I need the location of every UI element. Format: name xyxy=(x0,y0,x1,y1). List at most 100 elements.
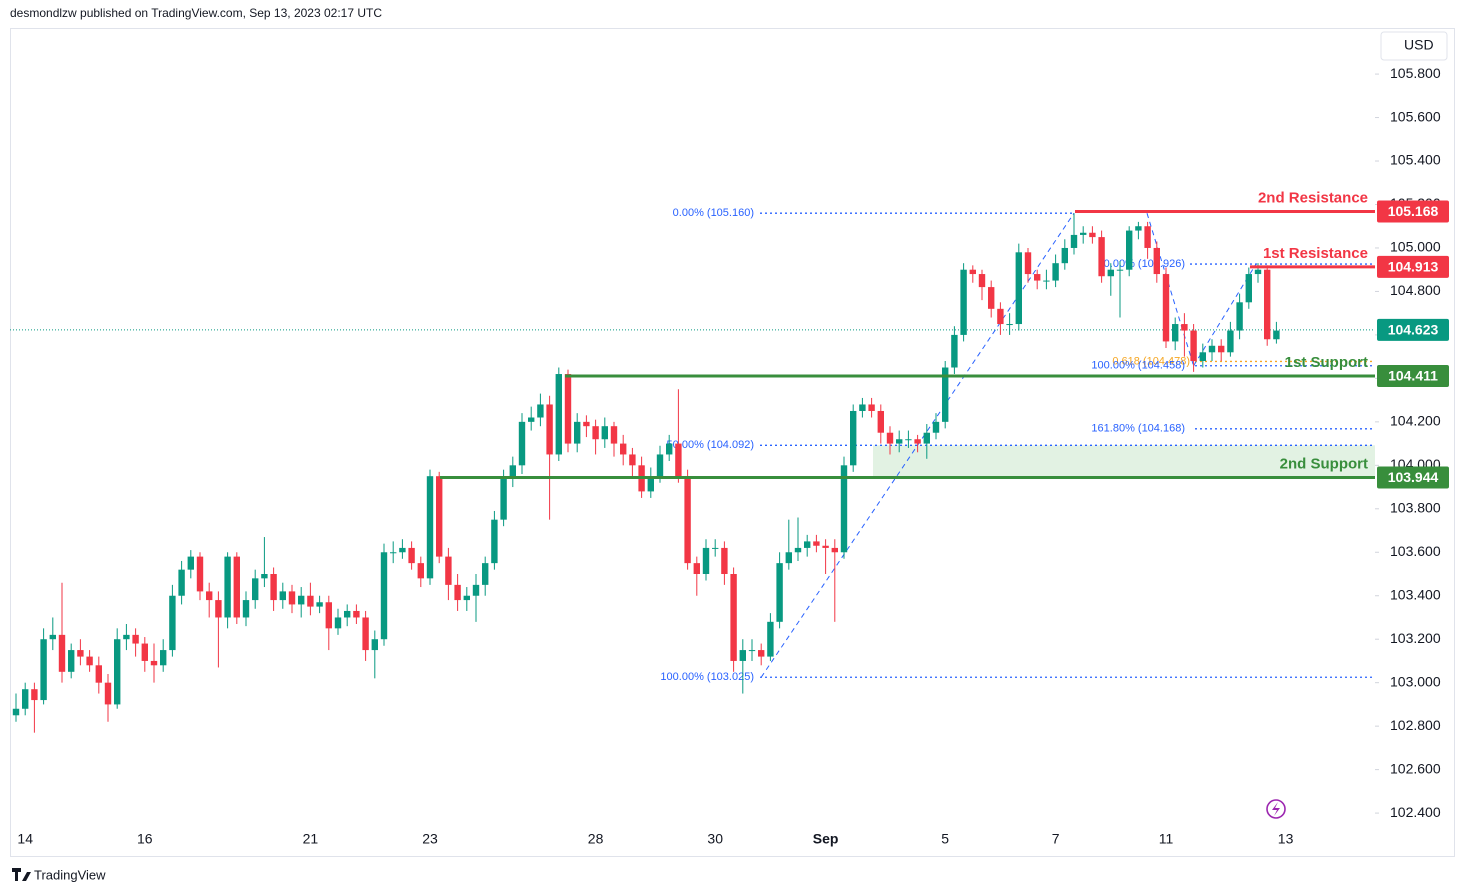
fib-label: 100.00% (103.025) xyxy=(660,671,754,683)
y-tick-label: 102.800 xyxy=(1390,717,1441,733)
candle-body xyxy=(886,432,894,444)
candle-body xyxy=(850,410,857,466)
y-tick-label: 102.600 xyxy=(1390,760,1441,776)
candle-body xyxy=(104,682,112,705)
x-tick-label: 7 xyxy=(1052,831,1060,847)
fib-label: 0.00% (104.926) xyxy=(1104,258,1185,270)
alert-bolt[interactable] xyxy=(1272,802,1280,816)
candle-body xyxy=(1024,252,1032,275)
candle-body xyxy=(141,643,148,661)
alert-icon[interactable] xyxy=(1266,799,1286,819)
candle-body xyxy=(58,634,66,672)
candle-body xyxy=(758,650,765,657)
candle-body xyxy=(1107,269,1114,277)
fib-label: 0.00% (105.160) xyxy=(673,207,754,219)
y-tick-label: 104.200 xyxy=(1390,413,1441,429)
candle-body xyxy=(1080,232,1087,235)
candle-body xyxy=(40,639,47,701)
candle-body xyxy=(344,610,351,618)
candle-body xyxy=(261,574,268,579)
candle-body xyxy=(978,274,986,288)
candle-body xyxy=(868,404,875,411)
candle-body xyxy=(371,639,378,651)
candle-body xyxy=(187,556,194,570)
candle-body xyxy=(1089,232,1096,238)
candle-body xyxy=(242,600,250,618)
y-tick-label: 105.400 xyxy=(1390,152,1441,168)
candle-body xyxy=(923,432,930,444)
level-value: 104.411 xyxy=(1388,368,1438,384)
candle-body xyxy=(1273,330,1280,340)
candle-body xyxy=(675,443,682,477)
candle-body xyxy=(1227,330,1234,353)
candle-body xyxy=(279,591,286,601)
candle-body xyxy=(1236,302,1243,331)
fib-label: 161.80% (104.168) xyxy=(1091,423,1185,435)
y-tick-label: 105.000 xyxy=(1390,239,1441,255)
candle-body xyxy=(620,443,627,455)
candle-body xyxy=(206,591,213,601)
candle-body xyxy=(546,404,553,455)
candle-body xyxy=(1006,324,1013,326)
candle-body xyxy=(334,617,342,629)
candle-body xyxy=(721,547,728,575)
candle-body xyxy=(353,610,360,618)
candle-body xyxy=(564,374,572,444)
currency[interactable]: USD xyxy=(1404,37,1434,53)
candle-body xyxy=(114,639,121,705)
level-value: 104.913 xyxy=(1388,259,1439,275)
candle-body xyxy=(693,563,700,575)
candle-body xyxy=(739,650,746,661)
level-name: 2nd Resistance xyxy=(1258,189,1368,206)
candle-body xyxy=(463,595,470,601)
x-tick-label: 5 xyxy=(941,831,949,847)
candle-body xyxy=(316,602,323,607)
support-zone xyxy=(873,445,1375,478)
candle-body xyxy=(969,269,976,275)
candle-body xyxy=(1116,269,1124,271)
candle-body xyxy=(1218,345,1225,353)
candle-body xyxy=(482,563,489,585)
y-tick-label: 105.600 xyxy=(1390,108,1441,124)
candle-body xyxy=(1162,274,1170,342)
x-tick-label: 28 xyxy=(588,831,604,847)
candle-body xyxy=(436,476,443,557)
candle-body xyxy=(896,439,903,444)
candle-body xyxy=(518,421,526,466)
publish-info: desmondlzw published on TradingView.com,… xyxy=(10,6,382,20)
candle-body xyxy=(592,426,599,440)
candle-body xyxy=(1245,274,1252,303)
candle-body xyxy=(380,552,388,640)
candle-body xyxy=(942,367,949,422)
candle-body xyxy=(454,584,461,601)
candle-body xyxy=(555,374,562,455)
candle-body xyxy=(426,476,434,579)
candle-body xyxy=(160,650,167,666)
y-tick-label: 103.400 xyxy=(1390,586,1441,602)
candle-body xyxy=(537,404,544,418)
candle-body xyxy=(1199,352,1206,361)
candle-body xyxy=(1190,330,1197,361)
level-badge xyxy=(1377,255,1449,278)
candle-body xyxy=(748,650,756,652)
level-name: 2nd Support xyxy=(1280,455,1368,472)
level-name: 1st Resistance xyxy=(1263,245,1368,262)
candle-body xyxy=(610,426,618,444)
candle-body xyxy=(298,595,305,605)
level-badge xyxy=(1377,364,1449,387)
candle-body xyxy=(86,656,93,666)
candle-body xyxy=(77,650,84,657)
candle-body xyxy=(12,708,20,716)
candle-body xyxy=(1172,324,1179,342)
currency-button[interactable] xyxy=(1380,31,1448,61)
x-tick-label: 13 xyxy=(1278,831,1294,847)
alert-circle[interactable] xyxy=(1266,799,1286,819)
y-tick-label: 103.600 xyxy=(1390,543,1441,559)
candle-body xyxy=(813,541,820,546)
candle-body xyxy=(68,650,75,672)
candle-body xyxy=(500,476,507,520)
candle-body xyxy=(408,547,415,564)
candle-body xyxy=(325,602,332,629)
candle-body xyxy=(730,574,737,661)
